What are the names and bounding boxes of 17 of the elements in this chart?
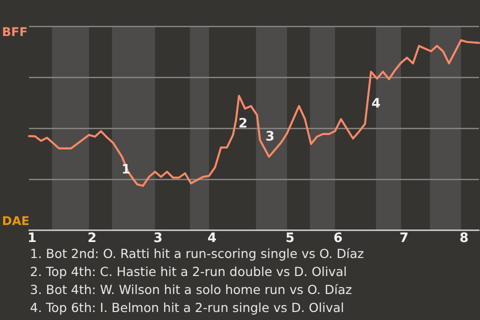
annotation: 4 <box>371 96 381 112</box>
x-tick-label: 3 <box>153 231 163 246</box>
text: 4. Top 6th: I. Belmon hit a 2-run single vs D. Olival <box>30 300 344 315</box>
x-tick-label: 8 <box>459 231 469 246</box>
x-tick-label: 6 <box>333 231 343 246</box>
text: 3. Bot 4th: W. Wilson hit a solo home run vs O. Díaz <box>30 282 352 297</box>
annotation: DAE <box>2 214 30 228</box>
x-tick-label: 2 <box>87 231 97 246</box>
x-tick-label: 4 <box>207 231 217 246</box>
text: BFF <box>2 25 28 39</box>
x-tick-label: 1 <box>27 231 37 246</box>
text: 2. Top 4th: C. Hastie hit a 2-run double vs D. Olival <box>30 264 347 279</box>
text: 1. Bot 2nd: O. Ratti hit a run-scoring single vs O. Díaz <box>30 246 364 261</box>
x-tick-label: 7 <box>399 231 409 246</box>
annotation: 3 <box>265 130 275 144</box>
annotation: 2 <box>238 116 248 132</box>
x-tick-label: 5 <box>285 231 295 246</box>
